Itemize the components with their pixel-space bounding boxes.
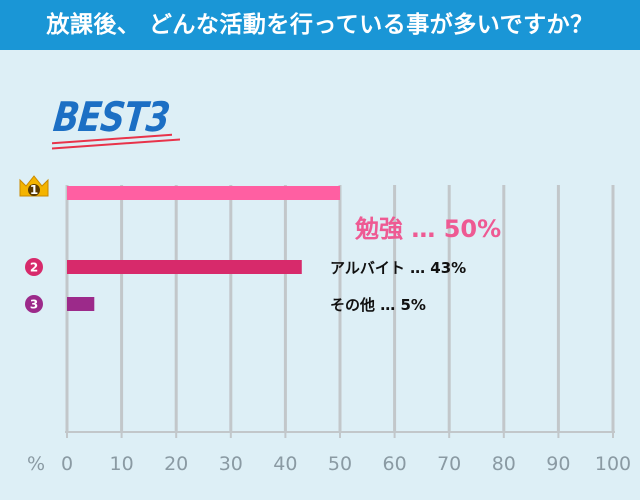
- rank-badge: [28, 184, 40, 196]
- data-label: アルバイト … 43%: [330, 259, 466, 277]
- x-tick-label: 40: [273, 453, 297, 475]
- x-tick-label: 20: [164, 453, 188, 475]
- x-tick-label: 50: [328, 453, 352, 475]
- data-label: 勉強 … 50%: [354, 215, 501, 243]
- x-tick-label: 90: [546, 453, 570, 475]
- bar: [67, 297, 95, 311]
- x-tick-label: 10: [110, 453, 134, 475]
- chart-title: 放課後、 どんな活動を行っている事が多いですか？: [46, 12, 594, 38]
- data-label: その他 … 5%: [330, 296, 426, 314]
- x-tick-label: 80: [492, 453, 516, 475]
- rank-number: 3: [30, 298, 38, 312]
- rank-badge: [25, 295, 43, 313]
- rank-number: 2: [30, 261, 38, 275]
- unit-label: %: [27, 453, 45, 475]
- bar: [67, 260, 302, 274]
- rank-number: 1: [30, 183, 38, 197]
- x-tick-label: 30: [219, 453, 243, 475]
- x-tick-label: 0: [61, 453, 73, 475]
- x-tick-label: 100: [595, 453, 631, 475]
- title-banner: 放課後、 どんな活動を行っている事が多いですか？: [0, 0, 640, 50]
- bar: [67, 186, 340, 200]
- x-tick-label: 70: [437, 453, 461, 475]
- x-tick-label: 60: [383, 453, 407, 475]
- rank-badge: [25, 258, 43, 276]
